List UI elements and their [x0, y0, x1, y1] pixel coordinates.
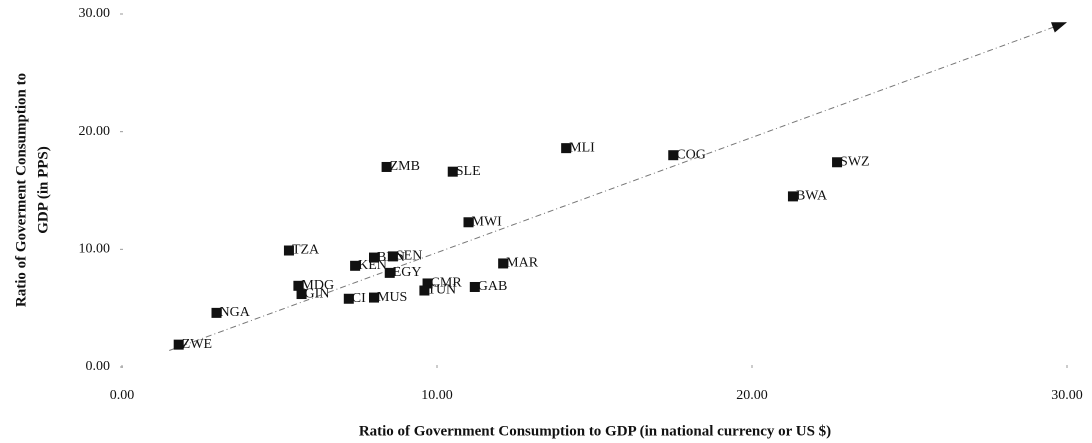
point-label: TZA [292, 243, 320, 258]
point [343, 293, 354, 304]
point-label: EGY [393, 265, 422, 280]
y-tick-label: 30.00 [79, 6, 111, 21]
point-label: KEN [358, 258, 387, 273]
point [419, 285, 430, 296]
y-axis-title-line: GDP (in PPS) [35, 146, 51, 234]
point [463, 217, 474, 228]
point [447, 166, 458, 177]
point [369, 252, 379, 263]
point [384, 267, 395, 278]
x-tick-label: 0.00 [110, 388, 135, 403]
point-label: CI [352, 291, 366, 306]
point [498, 258, 509, 269]
point-label: COG [676, 147, 706, 162]
point [283, 245, 294, 256]
point-label: MAR [506, 256, 539, 271]
point-label: TUN [427, 283, 456, 298]
point [387, 251, 398, 262]
trend-line [169, 21, 1068, 351]
y-axis-title-line: Ratio of Goverment Consumption to [13, 73, 29, 307]
y-axis-title: Ratio of Goverment Consumption to GDP (i… [13, 73, 51, 307]
trend-arrow [1051, 22, 1067, 33]
point [469, 281, 480, 292]
y-tick-label: 10.00 [79, 242, 111, 257]
point-label: SWZ [840, 154, 870, 169]
point-label: ZWE [182, 337, 212, 352]
point [293, 280, 304, 291]
x-tick-label: 10.00 [421, 388, 453, 403]
point [381, 161, 392, 172]
point [561, 143, 572, 154]
y-tick-label: 0.00 [86, 359, 111, 374]
x-axis-title: Ratio of Government Consumption to GDP (… [359, 423, 831, 439]
point-label: MLI [569, 140, 595, 155]
point [369, 292, 379, 303]
point [211, 307, 222, 318]
point [173, 339, 184, 350]
point-label: CMR [431, 276, 463, 291]
point-label: NGA [220, 305, 251, 320]
point-label: MDG [301, 278, 334, 293]
point-label: SLE [456, 164, 481, 179]
point-label: GAB [478, 279, 508, 294]
point [296, 289, 307, 300]
point [668, 150, 679, 161]
point [787, 191, 798, 202]
point-label: MUS [377, 290, 407, 305]
x-tick-label: 20.00 [736, 388, 768, 403]
point-label: SEN [396, 249, 422, 264]
point-label: BWA [796, 189, 828, 204]
point-label: MWI [472, 214, 503, 229]
point [350, 260, 361, 271]
x-tick-label: 30.00 [1051, 388, 1083, 403]
y-tick-label: 20.00 [79, 124, 111, 139]
point [832, 157, 843, 168]
point-label: GIN [305, 286, 330, 301]
point [422, 278, 433, 289]
point-label: ZMB [390, 159, 420, 174]
